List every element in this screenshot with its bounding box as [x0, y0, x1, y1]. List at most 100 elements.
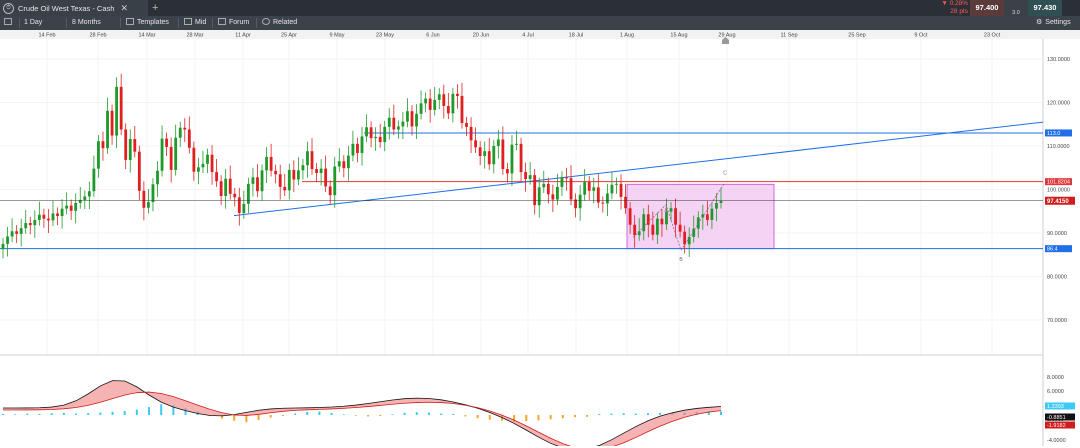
macd-histogram-bar [513, 415, 516, 422]
candle-body [224, 178, 228, 197]
macd-histogram-bar [549, 415, 552, 420]
macd-histogram-bar [330, 412, 333, 415]
x-tick-label: 20 Jun [473, 33, 490, 39]
x-tick-label: 11 Apr [235, 33, 251, 39]
spread-value: 3.0 [1004, 0, 1028, 16]
candle-body [692, 228, 696, 237]
related-label: Related [273, 19, 298, 26]
current-price-label-box [1045, 196, 1075, 205]
macd-histogram-bar [342, 414, 345, 415]
candle-body [133, 139, 137, 152]
add-tab-button[interactable]: + [152, 2, 159, 14]
candle-body [683, 231, 687, 245]
candle-body [260, 170, 264, 192]
candle-body [237, 197, 241, 213]
wave-pattern [632, 183, 725, 252]
horizontal-line-label: 101.8204 [1047, 180, 1070, 186]
candle-body [392, 117, 396, 130]
candle-body [101, 141, 105, 149]
candle-body [256, 177, 259, 192]
buy-price-button[interactable]: 97.430 [1028, 0, 1062, 16]
candle-body [619, 183, 623, 197]
y-tick-label: 110.0000 [1047, 144, 1070, 150]
candle-body [251, 177, 255, 184]
change-points: 28 pts [950, 8, 968, 15]
candle-body [510, 144, 514, 174]
x-tick-label: 9 Oct [914, 33, 928, 39]
candle-body [328, 186, 332, 196]
candle-body [87, 191, 91, 197]
x-tick-label: 25 Sep [848, 33, 865, 39]
macd-histogram-bar [586, 415, 589, 417]
macd-histogram-bar [269, 415, 272, 418]
gear-icon: ⚙ [1036, 19, 1043, 26]
interval-select[interactable]: 1 Day [24, 19, 43, 26]
candle-body [501, 139, 505, 170]
candle-body [174, 137, 178, 170]
candle-body [51, 213, 55, 221]
range-select[interactable]: 8 Months [72, 19, 101, 26]
candle-body [178, 127, 182, 138]
grid-icon [4, 18, 12, 25]
macd-histogram-bar [172, 405, 175, 415]
candle-body [351, 143, 355, 156]
macd-histogram-bar [610, 413, 613, 415]
candle-body [719, 200, 723, 203]
candle-body [610, 184, 614, 194]
macd-histogram-bar [148, 407, 151, 415]
candle-body [69, 205, 73, 211]
macd-histogram-bar [14, 414, 17, 415]
candle-body [483, 151, 487, 157]
candle-body [160, 138, 164, 171]
macd-value-label: -0.8851 [1047, 415, 1066, 421]
settings-button[interactable]: ⚙ Settings [1036, 16, 1071, 30]
candle-body [33, 219, 37, 226]
candle-body [319, 168, 323, 173]
candle-body [678, 224, 682, 232]
candle-body [301, 165, 305, 171]
macd-histogram-bar [476, 415, 479, 419]
candle-body [424, 98, 428, 104]
candle-body [633, 224, 637, 236]
candle-body [496, 139, 500, 146]
candle-body [333, 166, 337, 196]
x-tick-label: 18 Jul [569, 33, 584, 39]
candle-body [537, 187, 541, 206]
price-chart[interactable]: 14 Feb 28 Feb 14 Mar 28 Mar 11 Apr 25 Apr 9 Ma… [0, 30, 1080, 448]
forum-button[interactable]: Forum [218, 16, 249, 30]
candle-body [274, 170, 278, 175]
candle-body [456, 93, 459, 96]
candle-body [183, 127, 187, 130]
candle-body [542, 183, 546, 188]
instrument-tab[interactable]: ⏱ Crude Oil West Texas - Cash ✕ [0, 0, 148, 16]
candle-body [396, 126, 400, 130]
macd-histogram-bar [135, 409, 138, 415]
candle-body [569, 178, 573, 200]
price-type-label: Mid [195, 19, 207, 26]
price-type-button[interactable]: Mid [184, 16, 206, 30]
macd-histogram-bar [99, 412, 102, 415]
x-tick-label: 23 Oct [984, 33, 1001, 39]
toolbar-divider [66, 18, 67, 28]
candle-body [705, 214, 709, 220]
sell-price-button[interactable]: 97.400 [970, 0, 1004, 16]
price-panel: ▼ 0.28% 28 pts 97.400 3.0 97.430 [932, 0, 1062, 16]
horizontal-line-label-box [1045, 129, 1072, 137]
chart-area[interactable]: 14 Feb 28 Feb 14 Mar 28 Mar 11 Apr 25 Apr 9 Ma… [0, 30, 1080, 448]
candle-body [65, 205, 69, 209]
candle-body [406, 111, 409, 122]
close-tab-icon[interactable]: ✕ [120, 2, 128, 13]
layout-grid-button[interactable] [4, 16, 15, 30]
candle-body [74, 202, 78, 211]
macd-histogram-bar [318, 411, 321, 415]
candle-body [428, 98, 432, 110]
candle-body [78, 199, 82, 203]
candle-body [419, 103, 423, 114]
macd-histogram-bar [160, 404, 163, 415]
candle-body [596, 187, 600, 203]
macd-histogram-bar [257, 415, 260, 421]
related-button[interactable]: Related [262, 16, 297, 30]
macd-histogram-bar [720, 411, 722, 415]
candle-body [478, 147, 482, 157]
templates-button[interactable]: Templates [126, 16, 169, 30]
